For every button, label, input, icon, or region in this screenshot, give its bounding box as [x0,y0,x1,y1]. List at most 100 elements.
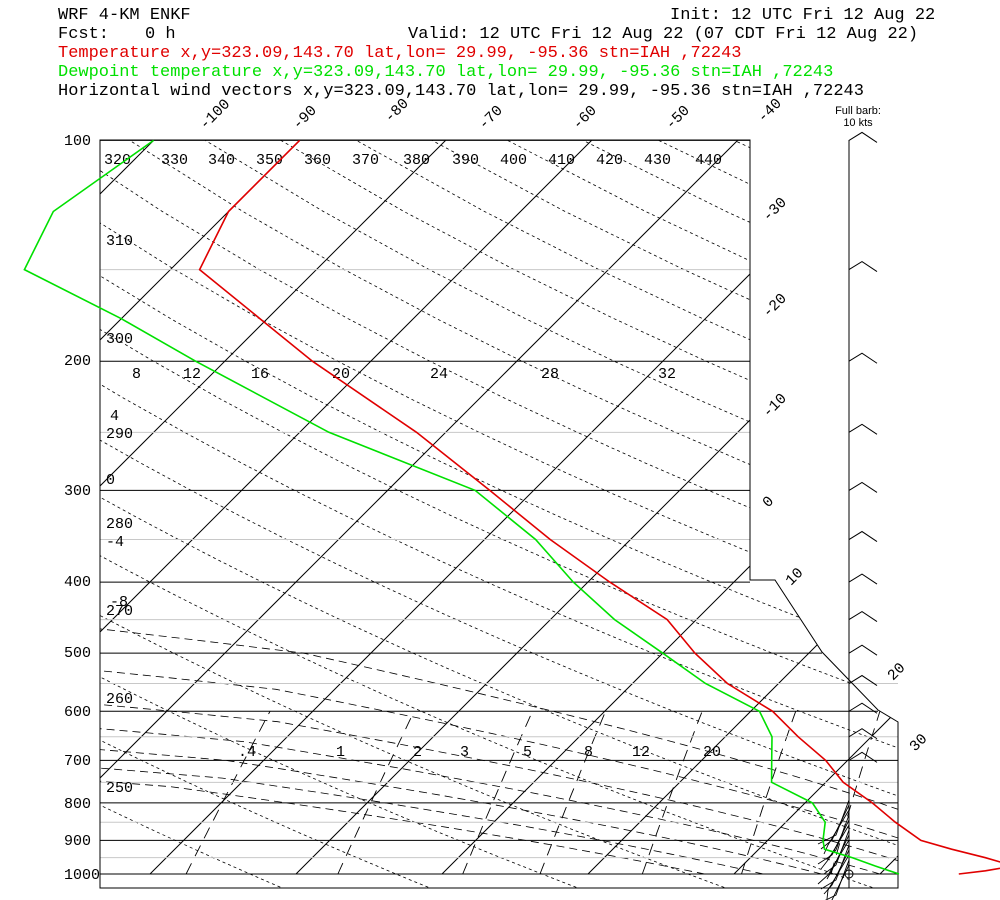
extra-label: -8 [110,594,128,611]
mixing-ratio-label: 12 [632,744,650,761]
theta-label: 400 [500,152,527,169]
dry-adiabat [734,140,898,888]
pressure-label: 100 [64,133,91,150]
background-lines [100,140,898,888]
temperature-line [198,139,1000,875]
dry-adiabat [582,140,898,888]
mixing-ratio-line [741,711,797,875]
wind-barb [848,644,878,656]
wind-barb [826,834,850,880]
pressure-label: 600 [64,704,91,721]
dry-adiabat [507,140,898,888]
dry-adiabat [100,140,898,888]
wind-barbs [817,131,878,900]
forecast-hour: 0 h [145,25,176,44]
isotherm [587,140,898,875]
axis-labels: 100 200 300 400 500 600 700 8 0 0 900 1000 -100 -90 -8… [64,95,931,884]
legend-dewpoint: Dewpoint temperature x,y=323.09,143.70 l… [58,63,833,82]
pressure-label: 500 [64,645,91,662]
dewpoint-line [23,139,900,875]
theta-label: 430 [644,152,671,169]
isotherms [0,140,898,875]
wind-barb [817,799,850,845]
extra-label: 4 [110,408,119,425]
theta-e-label: 24 [430,366,448,383]
theta-label: 300 [106,331,133,348]
isotherm [100,140,446,875]
pressure-label: 700 [64,753,91,770]
wind-barb [831,864,850,900]
theta-e-label: 16 [251,366,269,383]
pressure-label: 200 [64,353,91,370]
pressure-label: 900 [64,833,91,850]
theta-label: 320 [104,152,131,169]
moist-adiabat [100,360,881,875]
isotherm-label: 0 [760,493,778,511]
wind-barb [820,844,850,890]
theta-e-label: 8 [132,366,141,383]
wind-barb [848,611,878,623]
plot-border [99,139,899,889]
isotherm [733,140,898,875]
mixing-ratio-line [539,711,606,875]
dry-adiabat [100,140,898,888]
isotherm [295,140,898,875]
theta-label: 340 [208,152,235,169]
mixing-ratio-label: 5 [523,744,532,761]
isotherm-label: -90 [290,102,321,133]
isotherm-label: -70 [476,102,507,133]
isotherm [0,140,8,874]
theta-label: 250 [106,780,133,797]
dry-adiabat [100,140,898,888]
mixing-ratio-line [462,711,533,875]
barb-note-value: 10 kts [843,117,873,129]
wind-barb [848,728,878,740]
mixing-ratio-label: 8 [584,744,593,761]
theta-label: 390 [452,152,479,169]
theta-label: 280 [106,516,133,533]
wind-barb [848,751,878,763]
dry-adiabat [100,140,898,888]
isotherm-label: 20 [885,660,910,685]
theta-e-label: 20 [332,366,350,383]
wind-barb [848,573,878,585]
isotherm [441,140,898,875]
dry-adiabat [658,140,898,888]
mixing-ratio-label: 1 [336,744,345,761]
isotherm [100,140,738,875]
dry-adiabat [100,140,898,888]
legend-wind: Horizontal wind vectors x,y=323.09,143.7… [58,82,864,101]
wind-barb [848,260,878,272]
theta-label: 270 [106,603,133,620]
theta-label: 440 [695,152,722,169]
theta-label: 380 [403,152,430,169]
wind-barb [823,829,850,875]
wind-barb [817,819,850,865]
dry-adiabat [356,140,898,888]
wind-barb [817,839,850,885]
theta-e-label: 32 [658,366,676,383]
isotherm-label: -30 [760,194,791,225]
dry-adiabat [205,140,898,888]
extra-label: 0 [106,472,115,489]
dry-adiabat [100,140,879,888]
mixing-ratio-label: 3 [460,744,469,761]
isobars [100,139,898,875]
mixing-ratio-label: 20 [703,744,721,761]
isotherm-label: -100 [197,96,234,133]
wind-barb [824,859,850,900]
mixing-ratio-line [185,711,271,875]
dry-adiabat [100,140,434,888]
theta-label: 370 [352,152,379,169]
forecast-label: Fcst: [58,25,109,44]
dry-adiabat [431,140,898,888]
wind-barb [820,824,850,870]
dry-adiabat [100,140,286,888]
wind-barb [848,530,878,542]
isotherm-label: -60 [570,102,601,133]
wind-barb [848,423,878,435]
wind-barb [848,702,878,714]
wind-barb [848,481,878,493]
wind-barb [823,849,850,895]
pressure-label: 1000 [64,867,100,884]
